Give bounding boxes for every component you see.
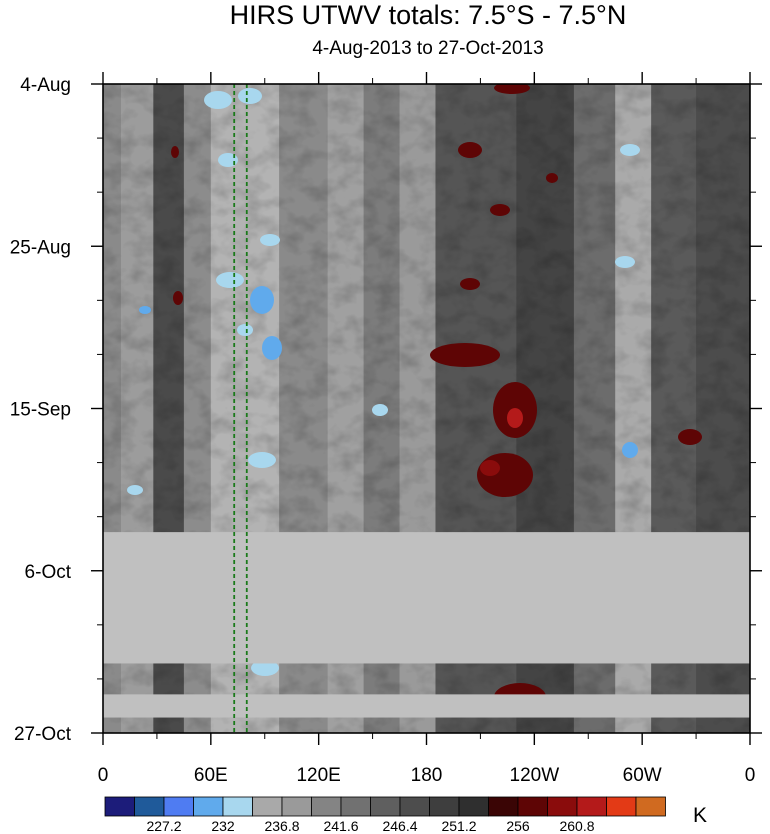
colorbar-label: 246.4 bbox=[382, 818, 417, 834]
contour-blob bbox=[204, 91, 232, 109]
contour-blob bbox=[248, 452, 276, 468]
contour-blob bbox=[238, 88, 262, 104]
x-tick-label: 60E bbox=[194, 765, 228, 786]
contour-blob bbox=[216, 272, 244, 288]
colorbar-box bbox=[606, 796, 637, 817]
contour-blob bbox=[127, 485, 143, 495]
colorbar-label: 260.8 bbox=[559, 818, 594, 834]
contour-blob bbox=[262, 336, 282, 360]
contour-blob bbox=[494, 84, 530, 94]
colorbar-box bbox=[547, 796, 578, 817]
contour-blob bbox=[458, 142, 482, 158]
contour-blob bbox=[620, 144, 640, 156]
colorbar-box bbox=[163, 796, 194, 817]
missing-data-band bbox=[103, 694, 750, 718]
plot-area bbox=[103, 84, 750, 733]
contour-blob bbox=[460, 278, 480, 290]
y-tick-label: 6-Oct bbox=[25, 562, 72, 583]
contour-blob bbox=[251, 660, 279, 676]
colorbar-box bbox=[134, 796, 165, 817]
colorbar-box bbox=[370, 796, 401, 817]
colorbar-label: 227.2 bbox=[146, 818, 181, 834]
contour-blob bbox=[615, 256, 635, 268]
contour-blob bbox=[250, 286, 274, 314]
colorbar-label: 251.2 bbox=[441, 818, 476, 834]
colorbar-box bbox=[517, 796, 548, 817]
reference-lines bbox=[233, 84, 248, 733]
x-tick-label: 180 bbox=[411, 765, 443, 786]
colorbar-label: 256 bbox=[506, 818, 530, 834]
contour-blob bbox=[678, 429, 702, 445]
contour-blob bbox=[173, 291, 183, 305]
x-tick-label: 0 bbox=[745, 765, 756, 786]
contour-blob bbox=[546, 173, 558, 183]
contour-blobs bbox=[127, 84, 702, 717]
colorbar-box bbox=[399, 796, 430, 817]
colorbar-box bbox=[429, 796, 460, 817]
y-tick-label: 27-Oct bbox=[14, 724, 72, 745]
x-tick-label: 120E bbox=[296, 765, 340, 786]
colorbar: 227.2 232 236.8 241.6 246.4 251.2 256 260.8 K bbox=[104, 796, 707, 834]
x-axis: 0 60E 120E 180 120W 60W 0 bbox=[98, 72, 756, 786]
missing-data-band bbox=[103, 532, 750, 664]
x-tick-label: 60W bbox=[623, 765, 662, 786]
colorbar-box bbox=[488, 796, 519, 817]
colorbar-box bbox=[252, 796, 283, 817]
contour-blob bbox=[507, 408, 523, 428]
contour-blob bbox=[171, 146, 179, 158]
contour-blob bbox=[372, 404, 388, 416]
y-tick-label: 25-Aug bbox=[10, 237, 71, 258]
colorbar-box bbox=[281, 796, 312, 817]
y-axis: 4-Aug 25-Aug 15-Sep 6-Oct 27-Oct bbox=[10, 75, 762, 745]
chart-subtitle: 4-Aug-2013 to 27-Oct-2013 bbox=[312, 38, 544, 59]
y-tick-label: 4-Aug bbox=[20, 75, 71, 96]
colorbar-box bbox=[222, 796, 253, 817]
contour-blob bbox=[139, 306, 151, 314]
contour-blob bbox=[622, 442, 638, 458]
colorbar-box bbox=[576, 796, 607, 817]
chart-title: HIRS UTWV totals: 7.5°S - 7.5°N bbox=[229, 0, 627, 30]
y-tick-label: 15-Sep bbox=[10, 400, 71, 421]
missing-data-bands bbox=[103, 532, 750, 718]
colorbar-label: 232 bbox=[211, 818, 235, 834]
colorbar-box bbox=[193, 796, 224, 817]
colorbar-label: 241.6 bbox=[323, 818, 358, 834]
contour-blob bbox=[430, 343, 500, 367]
colorbar-box bbox=[458, 796, 489, 817]
colorbar-box bbox=[104, 796, 135, 817]
contour-blob bbox=[218, 153, 238, 167]
x-tick-label: 0 bbox=[98, 765, 109, 786]
colorbar-box bbox=[340, 796, 371, 817]
colorbar-units: K bbox=[693, 804, 707, 827]
contour-blob bbox=[490, 204, 510, 216]
contour-blob bbox=[480, 460, 500, 476]
colorbar-box bbox=[635, 796, 666, 817]
contour-blob bbox=[260, 234, 280, 246]
x-tick-label: 120W bbox=[510, 765, 560, 786]
colorbar-label: 236.8 bbox=[264, 818, 299, 834]
colorbar-box bbox=[311, 796, 342, 817]
contour-blob bbox=[237, 324, 253, 336]
